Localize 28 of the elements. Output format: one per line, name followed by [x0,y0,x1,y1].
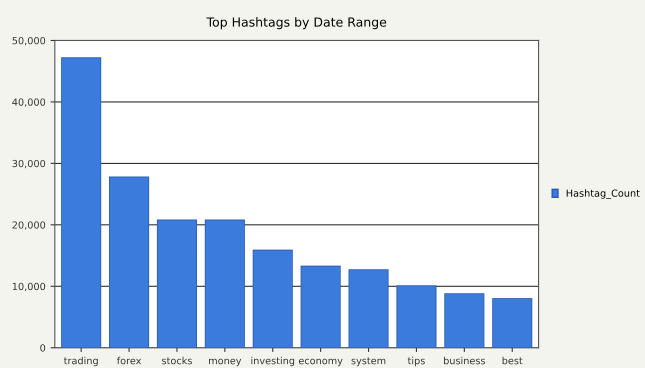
x-tick-label: investing [251,356,294,366]
bar [61,57,102,348]
x-tick-label: stocks [162,356,192,364]
bar [444,293,484,348]
y-tick-label: 40,000 [12,98,46,107]
bar [204,220,245,348]
chart-title: Top Hashtags by Date Range [206,17,386,30]
y-tick-label: 0 [40,344,46,352]
bar [492,298,532,348]
bar [300,266,341,348]
x-tick-label: forex [116,356,142,364]
bar [348,269,389,348]
y-tick-label: 50,000 [12,36,46,46]
legend-label: Hashtag_Count [566,189,640,199]
bar [156,220,198,348]
y-tick-label: 30,000 [12,160,46,168]
bar [396,285,436,348]
y-tick-label: 10,000 [12,282,46,292]
x-tick-label: system [351,357,386,366]
x-tick-label: tips [408,356,425,366]
y-tick-label: 20,000 [12,221,46,230]
bar [252,250,293,348]
bar [109,176,150,348]
x-tick-label: economy [298,358,343,366]
x-tick-label: best [502,356,523,364]
x-tick-label: business [444,356,486,364]
x-tick-label: money [209,358,242,366]
x-tick-label: trading [64,356,98,366]
